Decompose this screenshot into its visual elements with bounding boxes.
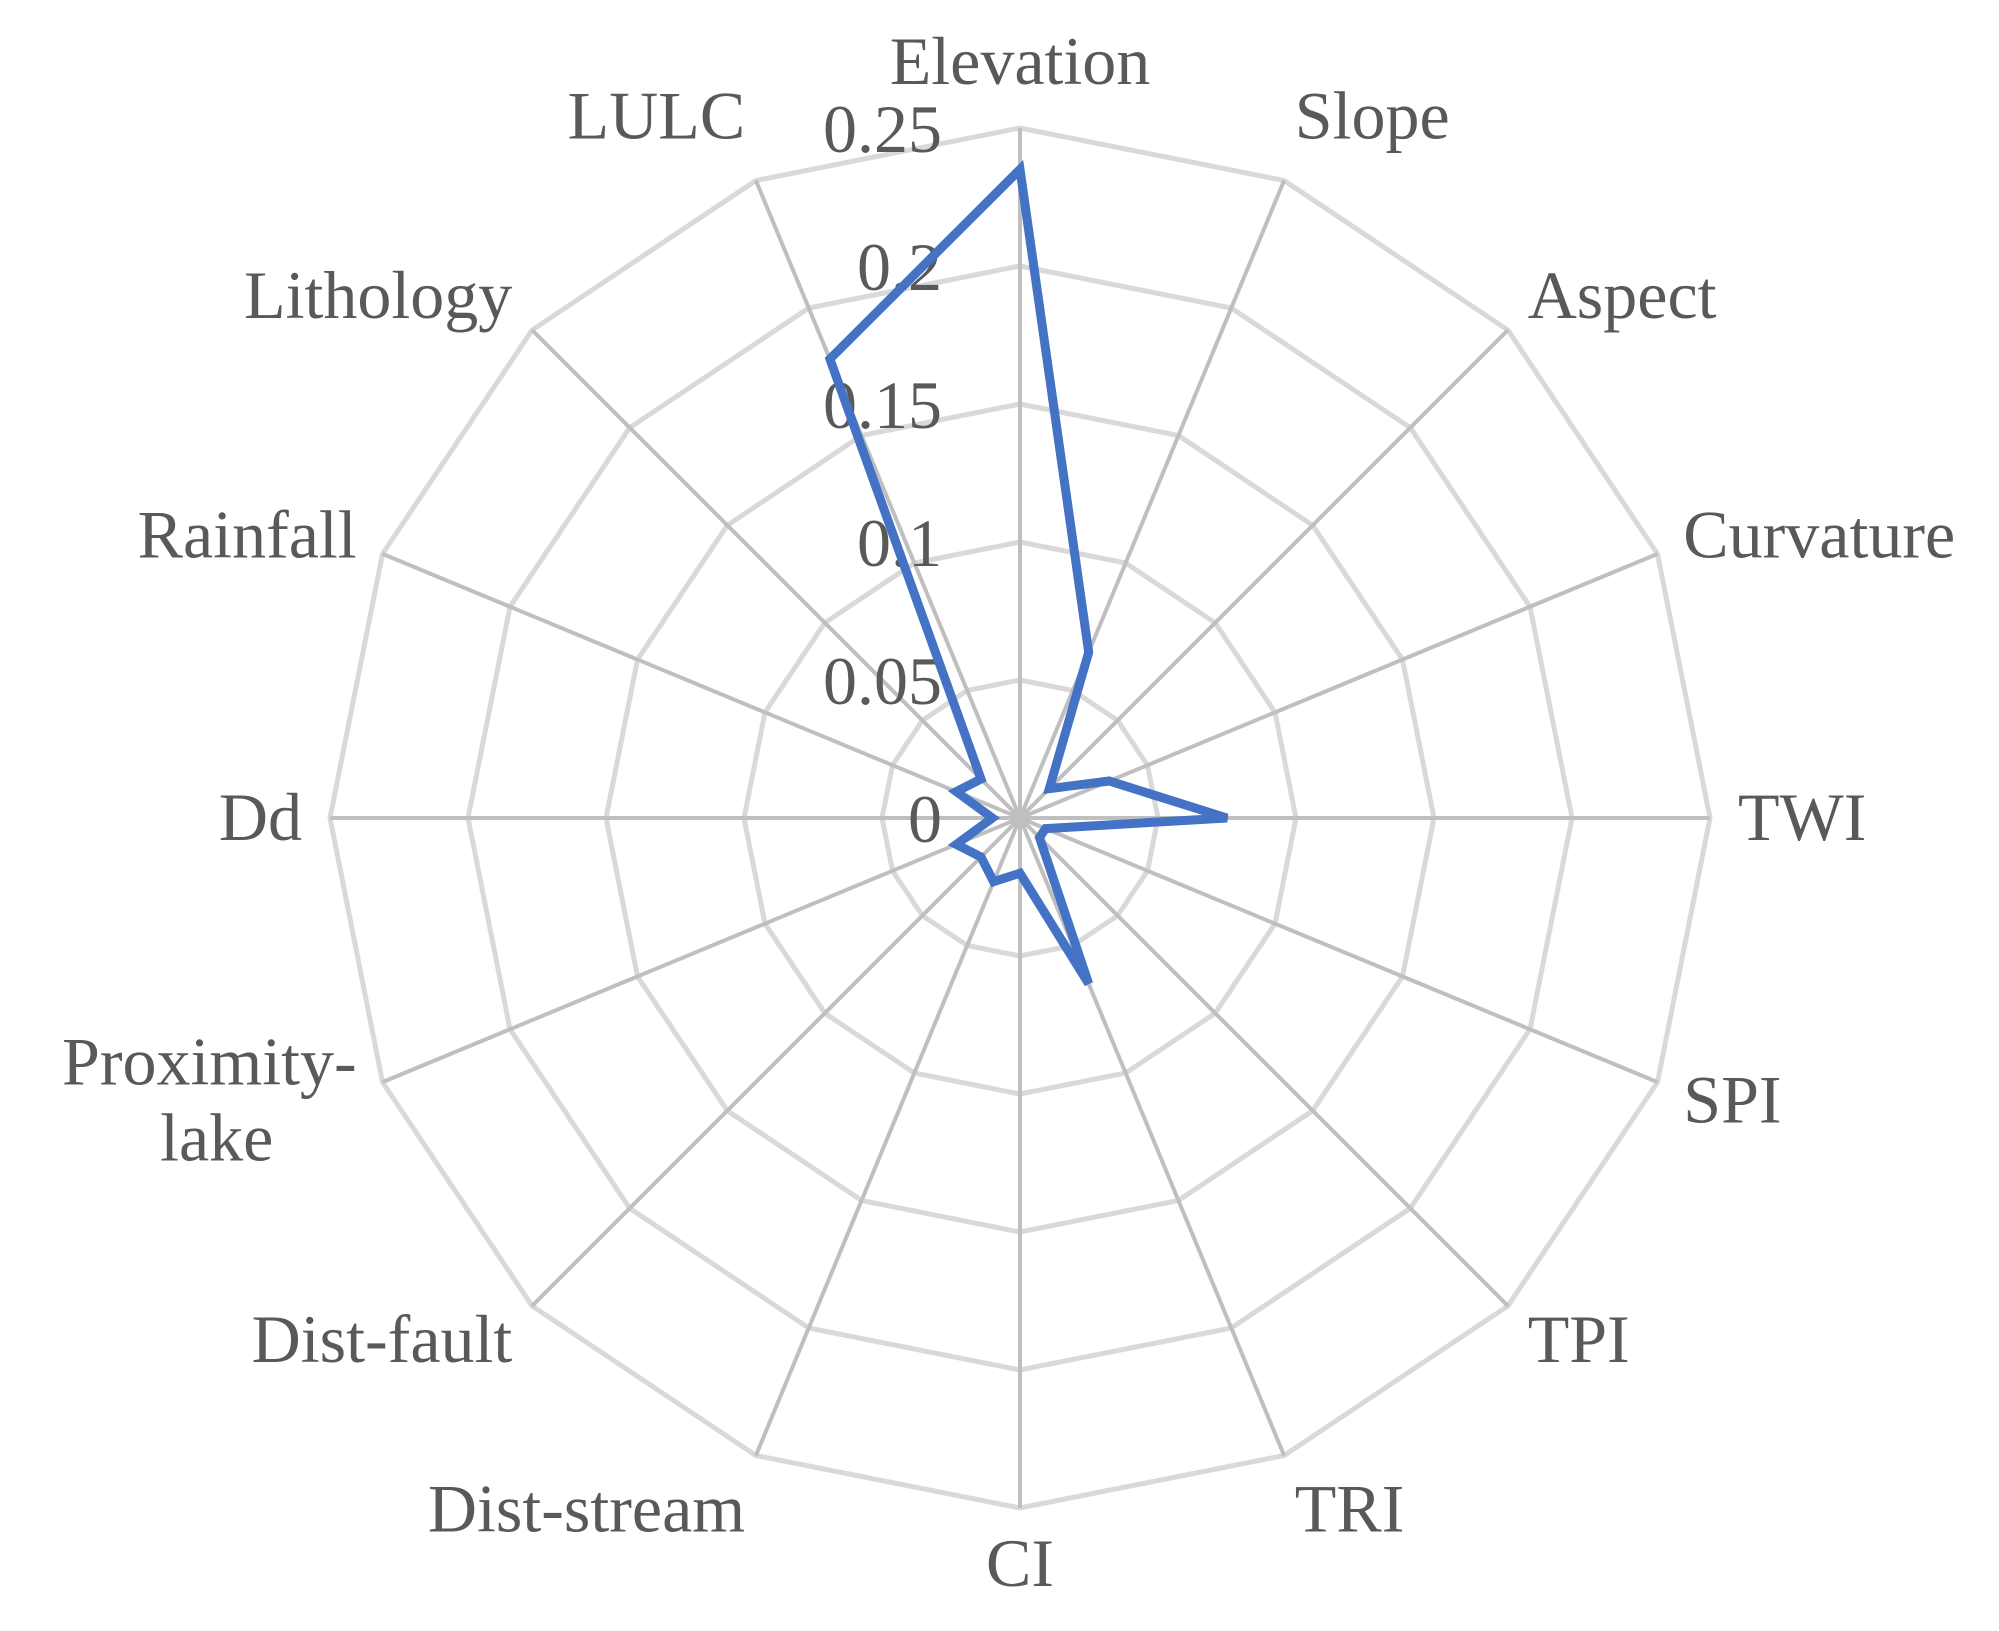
- category-label-lulc: LULC: [568, 78, 746, 154]
- category-label-dd: Dd: [219, 779, 302, 855]
- category-label-rainfall: Rainfall: [138, 497, 357, 573]
- data-series: [824, 159, 1229, 987]
- series-line-0: [824, 159, 1229, 987]
- radial-tick-label: 0: [908, 781, 942, 857]
- category-labels: Elevation Slope Aspect Curvature TWI SPI TPI TR…: [62, 23, 1955, 1601]
- category-label-line: Proximity-: [62, 1023, 357, 1099]
- category-label-twi: TWI: [1738, 779, 1866, 855]
- spoke-tpi: [1018, 816, 1510, 1308]
- category-label-line: lake: [160, 1099, 273, 1175]
- category-label-dist-fault: Dist-fault: [252, 1301, 513, 1377]
- spoke-slope: [1018, 179, 1286, 819]
- category-label-proximity-lake: Proximity-lake: [62, 1023, 357, 1175]
- category-label-aspect: Aspect: [1528, 257, 1717, 333]
- spoke-curvature: [1019, 552, 1659, 820]
- category-label-dist-stream: Dist-stream: [428, 1470, 745, 1546]
- category-label-ci: CI: [986, 1525, 1054, 1601]
- spoke-aspect: [1018, 328, 1510, 820]
- spoke-proximity-lake: [381, 816, 1021, 1084]
- spoke-spi: [1019, 816, 1659, 1084]
- spoke-lithology: [530, 328, 1022, 820]
- category-label-slope: Slope: [1295, 78, 1450, 154]
- spoke-lulc: [754, 179, 1022, 819]
- axis-spokes: [330, 128, 1710, 1508]
- spoke-rainfall: [381, 552, 1021, 820]
- category-label-elevation: Elevation: [890, 23, 1151, 99]
- radial-tick-label: 0.05: [823, 643, 942, 719]
- category-label-curvature: Curvature: [1683, 497, 1955, 573]
- spoke-dist-stream: [754, 817, 1022, 1457]
- category-label-lithology: Lithology: [244, 257, 512, 333]
- radial-tick-label: 0.25: [823, 91, 942, 167]
- category-label-tri: TRI: [1295, 1470, 1405, 1546]
- spoke-dist-fault: [530, 816, 1022, 1308]
- category-label-spi: SPI: [1683, 1061, 1781, 1137]
- category-label-tpi: TPI: [1528, 1301, 1630, 1377]
